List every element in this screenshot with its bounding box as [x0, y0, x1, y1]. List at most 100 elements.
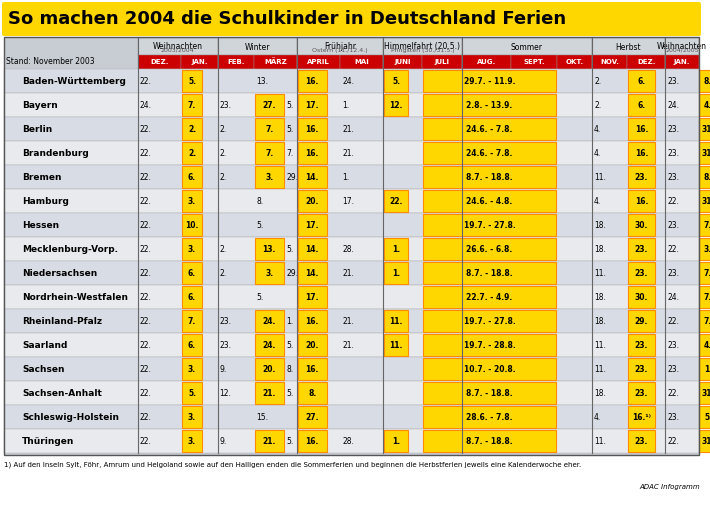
Text: 22.: 22.	[140, 125, 152, 134]
Bar	[4, 309, 699, 333]
Text: 23.: 23.	[635, 245, 648, 254]
Text: 6.: 6.	[188, 172, 196, 181]
Text: JULI: JULI	[435, 59, 449, 65]
Bar	[138, 38, 217, 55]
Text: Bayern: Bayern	[22, 101, 58, 110]
Bar	[182, 190, 202, 212]
Text: 24.: 24.	[140, 101, 152, 110]
Text: 1.: 1.	[392, 436, 400, 445]
Text: 31.: 31.	[701, 388, 710, 398]
Bar	[384, 334, 408, 356]
Text: Schleswig-Holstein: Schleswig-Holstein	[22, 412, 119, 421]
Bar	[297, 406, 327, 428]
Bar	[182, 118, 202, 140]
Text: 17.: 17.	[305, 101, 319, 110]
Text: 15.: 15.	[256, 412, 268, 421]
Text: 5.: 5.	[256, 221, 263, 230]
Text: 12.: 12.	[389, 101, 403, 110]
Text: 22.: 22.	[140, 268, 152, 278]
Bar	[557, 55, 592, 69]
Bar	[182, 382, 202, 404]
Text: 7.: 7.	[265, 125, 273, 134]
Bar	[628, 70, 655, 92]
Bar	[181, 55, 217, 69]
Bar	[182, 430, 202, 452]
Text: 21.: 21.	[342, 148, 354, 158]
Text: 7.: 7.	[704, 316, 710, 325]
Text: 1.: 1.	[286, 316, 293, 325]
Text: 31.: 31.	[701, 125, 710, 134]
Text: 10.: 10.	[185, 221, 199, 230]
Text: 23.: 23.	[219, 101, 231, 110]
Text: So machen 2004 die Schulkinder in Deutschland Ferien: So machen 2004 die Schulkinder in Deutsc…	[8, 10, 566, 28]
Bar	[138, 55, 181, 69]
Text: 22.: 22.	[140, 221, 152, 230]
Text: 13.: 13.	[256, 77, 268, 85]
Text: Weihnachten: Weihnachten	[657, 42, 707, 51]
Bar	[628, 262, 655, 284]
Bar	[340, 55, 383, 69]
Bar	[4, 37, 699, 455]
Bar	[699, 142, 710, 164]
Bar	[699, 358, 710, 380]
Text: 2.: 2.	[219, 245, 226, 254]
Text: 13.: 13.	[263, 245, 276, 254]
Text: 7.: 7.	[704, 221, 710, 230]
Text: 7.: 7.	[188, 316, 196, 325]
Text: 1.: 1.	[392, 268, 400, 278]
Text: 11.: 11.	[594, 268, 606, 278]
Bar	[297, 118, 327, 140]
Text: 23.: 23.	[667, 77, 679, 85]
Text: FEB.: FEB.	[227, 59, 245, 65]
Text: 4.: 4.	[704, 101, 710, 110]
Text: DEZ.: DEZ.	[151, 59, 169, 65]
Text: 4.: 4.	[594, 412, 601, 421]
Bar	[383, 38, 462, 55]
Bar	[297, 94, 327, 116]
Bar	[4, 285, 699, 309]
Text: 14.: 14.	[305, 172, 319, 181]
Bar	[255, 118, 284, 140]
Bar	[384, 94, 408, 116]
Text: Himmelfahrt (20.5.): Himmelfahrt (20.5.)	[384, 42, 460, 51]
Text: 23.: 23.	[667, 268, 679, 278]
Bar	[628, 166, 655, 188]
Text: 16.: 16.	[635, 148, 648, 158]
Text: 9.: 9.	[219, 436, 226, 445]
Bar	[297, 358, 327, 380]
Text: Weihnachten: Weihnachten	[153, 42, 203, 51]
Text: 17.: 17.	[305, 221, 319, 230]
Text: 16.: 16.	[305, 77, 319, 85]
Bar	[182, 358, 202, 380]
Text: 2.: 2.	[594, 101, 601, 110]
Bar	[255, 166, 284, 188]
Text: JUNI: JUNI	[395, 59, 411, 65]
Text: 6.: 6.	[638, 101, 645, 110]
Text: 27.: 27.	[263, 101, 276, 110]
Bar	[297, 310, 327, 332]
Bar	[462, 38, 592, 55]
Text: 8.: 8.	[704, 172, 710, 181]
Text: 2.: 2.	[188, 148, 196, 158]
Text: 23.: 23.	[635, 388, 648, 398]
Bar	[217, 38, 297, 55]
Bar	[628, 142, 655, 164]
Text: 18.: 18.	[594, 388, 606, 398]
Text: 6.: 6.	[188, 268, 196, 278]
Bar	[182, 142, 202, 164]
Text: 23.: 23.	[635, 365, 648, 374]
Text: Hessen: Hessen	[22, 221, 59, 230]
Bar	[182, 166, 202, 188]
Bar	[384, 190, 408, 212]
Text: 27.: 27.	[305, 412, 319, 421]
Text: 29.: 29.	[286, 172, 298, 181]
Bar	[423, 406, 557, 428]
Text: 22.: 22.	[667, 388, 679, 398]
Bar	[182, 70, 202, 92]
Bar	[255, 262, 284, 284]
Bar	[297, 70, 327, 92]
Text: Sommer: Sommer	[510, 42, 542, 51]
Text: Nordrhein-Westfalen: Nordrhein-Westfalen	[22, 292, 128, 301]
Text: 28.: 28.	[342, 436, 354, 445]
Text: 22.: 22.	[667, 316, 679, 325]
